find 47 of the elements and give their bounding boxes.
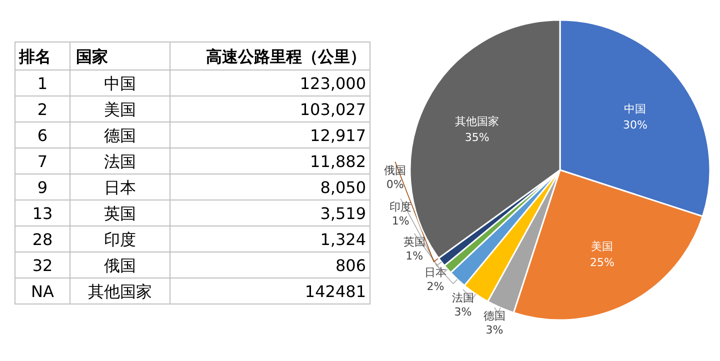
text: 6 xyxy=(37,126,48,145)
text: 高速公路里程（公里） xyxy=(206,47,366,66)
text: 9 xyxy=(37,178,48,197)
text: 103,027 xyxy=(300,100,366,119)
category-label: 法国 xyxy=(104,152,136,171)
slice-label: 英国 xyxy=(403,235,426,248)
slice-label: 其他国家 xyxy=(455,114,500,128)
text: 排名 xyxy=(18,47,51,66)
slice-label: 中国 xyxy=(624,102,646,116)
text: 123,000 xyxy=(300,74,366,93)
data-label: 25% xyxy=(590,256,614,269)
category-label: 其他国家 xyxy=(88,282,152,301)
slice-label: 美国 xyxy=(591,240,614,253)
text: 2 xyxy=(37,100,48,119)
text: 28 xyxy=(32,230,53,249)
slice-label: 法国 xyxy=(452,291,474,304)
data-label: 30% xyxy=(623,118,648,132)
text: 12,917 xyxy=(310,126,366,145)
text: 142481 xyxy=(304,282,366,301)
slice-label: 日本 xyxy=(424,266,446,280)
data-label: 3% xyxy=(454,305,472,318)
data-label: 1% xyxy=(406,249,424,262)
data-label: 3% xyxy=(486,323,504,336)
text: 0% xyxy=(386,178,404,191)
text: 7 xyxy=(37,152,48,171)
text: NA xyxy=(31,282,54,301)
text: 3,519 xyxy=(320,204,366,223)
slice-label: 印度 xyxy=(390,200,412,214)
text: 国家 xyxy=(76,47,108,66)
data-label: 1% xyxy=(392,214,410,228)
category-label: 俄国 xyxy=(104,256,136,275)
category-label: 中国 xyxy=(104,74,136,93)
text: 13 xyxy=(32,204,53,223)
category-label: 美国 xyxy=(104,100,136,119)
text: 1 xyxy=(37,74,48,93)
data-label: 35% xyxy=(464,130,490,144)
data-label: 2% xyxy=(426,280,444,294)
text: 11,882 xyxy=(310,152,366,171)
text: 1,324 xyxy=(320,230,366,249)
category-label: 日本 xyxy=(104,178,136,197)
category-label: 印度 xyxy=(104,230,136,249)
text: 806 xyxy=(335,256,366,275)
category-label: 德国 xyxy=(104,126,136,145)
slice-label: 德国 xyxy=(483,309,506,322)
text: 32 xyxy=(32,256,53,275)
category-label: 英国 xyxy=(104,204,136,223)
text: 8,050 xyxy=(320,178,366,197)
